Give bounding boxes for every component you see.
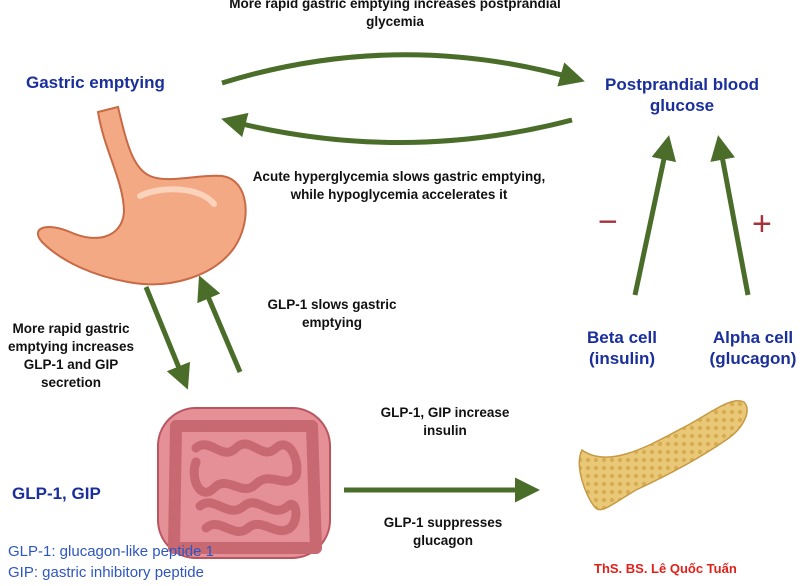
pancreas-icon — [578, 400, 748, 511]
beta-cell-label: Beta cell (insulin) — [587, 328, 657, 368]
bottom-arrow-caption: Acute hyperglycemia slows gastric emptyi… — [252, 169, 546, 202]
arrow-glucose-to-gastric — [221, 112, 573, 145]
arrow-intestine-to-stomach — [197, 275, 243, 373]
gip-definition: GIP: gastric inhibitory peptide — [8, 564, 204, 581]
arrow-alpha-to-glucose — [710, 135, 751, 296]
stomach-icon — [36, 105, 247, 286]
postprandial-glucose-label: Postprandial blood glucose — [605, 75, 759, 115]
glp1-definition: GLP-1: glucagon-like peptide 1 — [8, 543, 214, 560]
arrow-stomach-to-intestine — [143, 286, 191, 390]
increase-insulin-caption: GLP-1, GIP increase insulin — [380, 405, 510, 438]
arrow-beta-to-glucose — [632, 135, 677, 296]
minus-sign: − — [598, 203, 618, 241]
gastric-emptying-label: Gastric emptying — [26, 73, 165, 92]
more-rapid-secretion-caption: More rapid gastric emptying increases GL… — [7, 321, 135, 390]
top-arrow-caption: More rapid gastric emptying increases po… — [229, 0, 561, 29]
arrow-gastric-to-glucose — [221, 52, 585, 87]
author-credit: ThS. BS. Lê Quốc Tuấn — [594, 561, 737, 576]
alpha-cell-label: Alpha cell (glucagon) — [709, 328, 797, 368]
suppress-glucagon-caption: GLP-1 suppresses glucagon — [383, 515, 503, 548]
glp1-slows-caption: GLP-1 slows gastric emptying — [267, 297, 397, 330]
glp-gip-label: GLP-1, GIP — [12, 484, 101, 503]
plus-sign: + — [752, 205, 772, 243]
intestines-icon — [157, 407, 331, 559]
